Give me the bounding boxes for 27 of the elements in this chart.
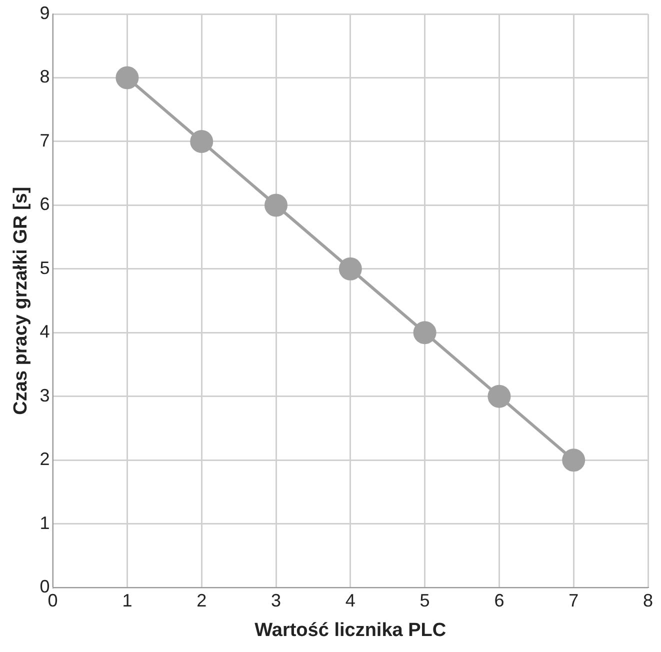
y-tick-label: 8 [40,66,50,87]
point [413,321,436,344]
y-tick-label: 1 [40,512,50,533]
y-tick-label: 9 [40,2,50,23]
x-tick-label: 4 [345,590,356,610]
x-tick-label: 5 [420,590,430,610]
x-tick-label: 1 [122,590,132,610]
point [190,130,214,153]
y-tick-label: 0 [40,576,50,597]
y-tick-label: 2 [40,449,50,470]
y-tick-label: 6 [40,194,50,214]
y-tick-label: 3 [40,385,50,406]
y-tick-label: 4 [40,322,50,342]
x-axis-title: Wartość licznika PLC [254,620,446,641]
point [488,384,511,408]
point [562,448,586,472]
x-tick-label: 8 [642,590,654,610]
y-tick-label: 5 [40,258,50,278]
point [264,194,288,217]
x-tick-label: 6 [494,590,504,610]
y-axis-title: Czas pracy grzałki GR [s] [10,186,32,415]
y-tick-label: 7 [40,130,50,150]
x-tick-label: 2 [196,590,207,610]
x-tick-label: 7 [568,590,579,610]
point [338,257,362,280]
x-tick-label: 3 [271,590,282,610]
point [116,66,139,90]
